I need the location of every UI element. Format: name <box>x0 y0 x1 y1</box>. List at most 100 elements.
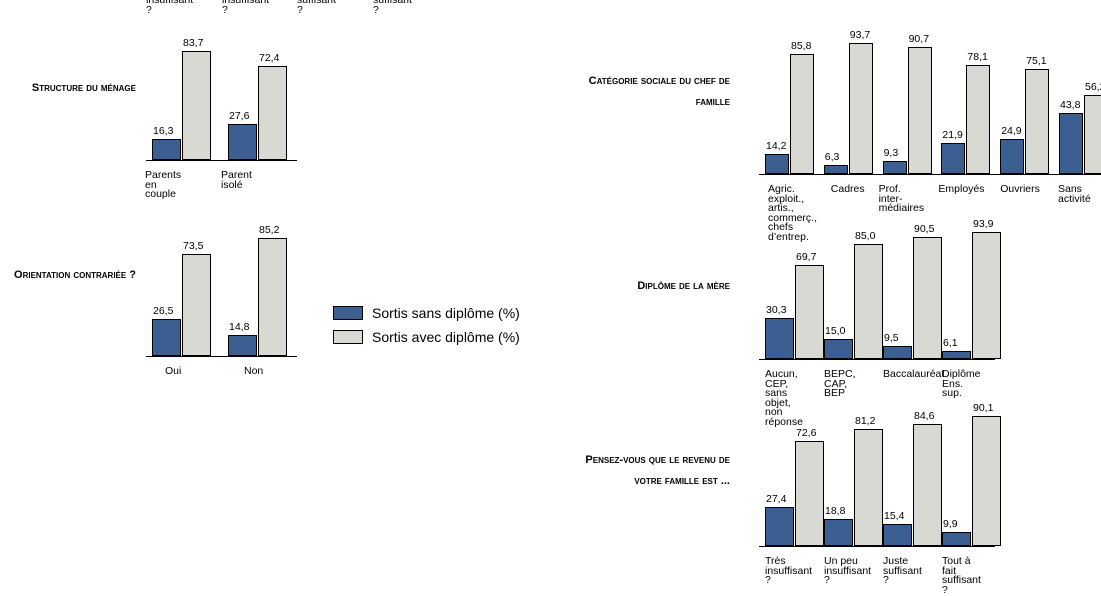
data-label: 78,1 <box>967 50 988 63</box>
category-label-line: médiaires <box>878 202 925 214</box>
data-label: 6,3 <box>824 151 840 164</box>
category-label: Non <box>244 365 264 377</box>
category-label-line: commerç., <box>768 211 818 224</box>
data-label: 27,4 <box>766 492 787 505</box>
bar-without-diploma <box>882 160 907 174</box>
data-label: 30,3 <box>766 304 787 317</box>
data-label: 9,5 <box>884 332 899 345</box>
bar-without-diploma <box>1000 139 1025 174</box>
bar-without-diploma <box>228 335 257 356</box>
category-label-line: CAP, BEP <box>824 377 848 399</box>
category-label-line: Diplôme <box>942 368 981 380</box>
legend: Sortis sans diplôme (%) Sortis avec dipl… <box>333 302 520 350</box>
bar-with-diploma <box>795 264 824 359</box>
data-label: 24,9 <box>1001 125 1022 138</box>
chart-title: Orientation contrariée ? <box>14 269 136 281</box>
partial-category-label: insuffisant ? <box>222 0 270 16</box>
category-label: Employés <box>938 184 984 195</box>
category-label: BEPC, CAP, BEP <box>824 369 856 399</box>
bar-without-diploma <box>152 138 181 160</box>
category-label: Sans activité <box>1058 183 1091 205</box>
data-label: 85,2 <box>259 223 280 236</box>
bar-with-diploma <box>182 253 211 356</box>
data-label: 83,7 <box>183 37 204 50</box>
legend-item-with: Sortis avec diplôme (%) <box>333 326 520 347</box>
category-label-line: suffisant ? <box>883 564 922 586</box>
category-label-line: Juste <box>883 555 909 567</box>
bar-without-diploma <box>152 319 181 356</box>
partial-category-label: insuffisant ? <box>146 0 194 16</box>
data-label: 90,5 <box>914 222 935 235</box>
category-label-line: Oui <box>165 365 182 377</box>
data-label: 72,4 <box>259 51 280 64</box>
bar-without-diploma <box>941 143 966 174</box>
data-label: 56,2 <box>1085 81 1101 94</box>
legend-swatch-with <box>333 329 363 344</box>
bar-without-diploma <box>942 531 971 546</box>
x-axis-line <box>759 174 1101 175</box>
category-label-line: sans objet, <box>765 387 791 409</box>
category-label-line: artis., <box>768 202 794 214</box>
data-label: 14,8 <box>229 321 250 334</box>
bar-with-diploma <box>913 424 942 546</box>
bar-with-diploma <box>1084 95 1101 174</box>
data-label: 14,2 <box>766 140 787 153</box>
category-label-line: insuffisant ? <box>765 564 813 586</box>
partial-category-label: suffisant ? <box>297 0 336 16</box>
category-label: Aucun, CEP, sans objet, non réponse <box>765 369 803 427</box>
bar-without-diploma <box>824 518 853 546</box>
bar-without-diploma <box>1059 112 1083 174</box>
data-label: 6,1 <box>943 336 958 349</box>
category-label: Cadres <box>830 183 865 195</box>
category-label-line: Parent isolé <box>221 169 252 191</box>
partial-category-label: suffisant ? <box>373 0 412 16</box>
category-label-line: Baccalauréat <box>883 368 945 380</box>
category-label: Tout à fait suffisant ? <box>942 556 981 595</box>
category-label-line: exploit., <box>768 192 805 205</box>
legend-item-without: Sortis sans diplôme (%) <box>333 302 520 323</box>
data-label: 90,1 <box>973 402 994 415</box>
bar-without-diploma <box>823 165 848 174</box>
data-label: 90,7 <box>908 33 930 46</box>
bar-without-diploma <box>883 346 912 359</box>
bar-without-diploma <box>942 350 971 359</box>
data-label: 85,0 <box>855 230 876 243</box>
category-label-line: Cadres <box>830 183 865 195</box>
chart-title: Structure du ménage <box>31 82 136 94</box>
x-axis-line <box>146 356 297 357</box>
category-label: Juste suffisant ? <box>883 555 922 586</box>
data-label: 9,9 <box>943 517 958 530</box>
category-label-line: insuffisant ? <box>824 564 872 586</box>
data-label: 21,9 <box>942 129 963 142</box>
category-label-line: Un peu <box>824 555 858 567</box>
data-label: 72,6 <box>796 427 817 440</box>
category-label-line: Ens. sup. <box>942 377 964 399</box>
data-label: 84,6 <box>914 410 935 423</box>
chart-title: Diplôme de la mère <box>637 280 730 292</box>
data-label: 93,7 <box>849 28 871 41</box>
data-label: 81,2 <box>855 415 876 428</box>
bar-with-diploma <box>1025 68 1050 174</box>
bar-with-diploma <box>854 244 883 359</box>
bar-without-diploma <box>824 338 853 359</box>
bar-with-diploma <box>907 47 932 174</box>
data-label: 85,8 <box>791 39 812 52</box>
legend-label-without: Sortis sans diplôme (%) <box>372 304 520 321</box>
bar-with-diploma <box>790 53 814 174</box>
bar-without-diploma <box>765 154 789 174</box>
chart-title: Catégorie sociale du chef de famille <box>588 75 730 108</box>
bar-with-diploma <box>966 64 991 174</box>
category-label-line: Sans <box>1058 183 1082 195</box>
category-label-line: chefs <box>768 221 794 233</box>
data-label: 75,1 <box>1026 54 1047 67</box>
category-label-line: en couple <box>145 178 176 200</box>
data-label: 15,0 <box>825 324 846 337</box>
category-label-line: Non <box>244 365 264 377</box>
x-axis-line <box>759 546 995 547</box>
data-label: 9,3 <box>883 146 899 159</box>
bar-with-diploma <box>258 65 287 160</box>
x-axis-line <box>146 160 297 161</box>
category-label-line: activité <box>1058 192 1091 205</box>
bar-with-diploma <box>854 429 883 546</box>
category-label-line: d’entrep. <box>768 230 809 243</box>
